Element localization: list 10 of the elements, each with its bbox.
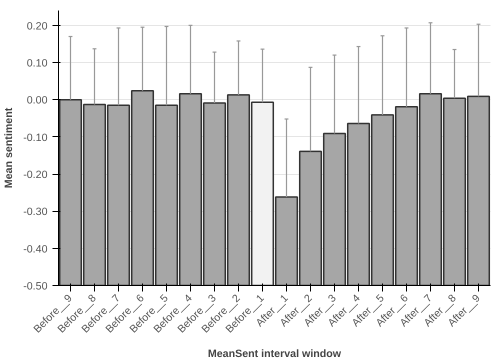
y-tick-label: -0.30 — [23, 206, 48, 218]
y-tick-label: -0.10 — [23, 132, 48, 144]
y-axis-title: Mean sentiment — [3, 107, 16, 188]
y-tick-label: -0.20 — [23, 169, 48, 182]
y-tick-label: -0.50 — [23, 280, 48, 292]
y-tick-label: 0.20 — [26, 20, 48, 32]
y-tick-label: 0.00 — [26, 94, 48, 107]
x-axis-title: MeanSent interval window — [208, 348, 342, 360]
y-tick-label: 0.10 — [26, 58, 48, 70]
y-tick-label: -0.40 — [23, 243, 48, 256]
